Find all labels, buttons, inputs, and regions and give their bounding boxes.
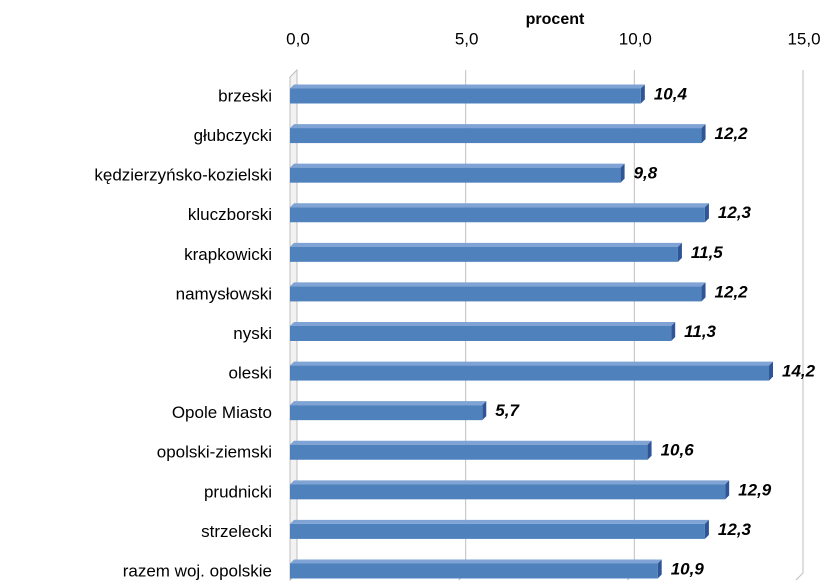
bar-top (290, 322, 676, 326)
bar-side (640, 84, 645, 104)
value-label: 12,2 (715, 124, 749, 143)
bar-side (647, 440, 652, 460)
bar-top (290, 401, 487, 406)
value-label: 14,2 (782, 362, 816, 381)
bar-side (677, 242, 682, 262)
y-tick-label: kluczborski (188, 205, 272, 224)
bar-top (290, 242, 682, 247)
bar (290, 88, 641, 104)
bar (290, 365, 770, 381)
bar-top (290, 84, 645, 89)
bar-side (769, 361, 774, 381)
bar (290, 563, 658, 579)
value-label: 5,7 (495, 401, 520, 420)
x-tick-label: 10,0 (619, 29, 652, 48)
value-label: 10,4 (654, 84, 688, 103)
bar-side (704, 519, 709, 539)
value-label: 10,9 (671, 559, 705, 578)
axis-title: procent (526, 11, 585, 28)
value-label: 11,3 (684, 322, 716, 341)
y-tick-label: Opole Miasto (172, 403, 272, 422)
bar-top (290, 440, 652, 445)
bar-side (482, 401, 487, 421)
y-tick-label: strzelecki (201, 522, 272, 541)
bar (290, 207, 705, 223)
y-tick-label: namysłowski (176, 284, 272, 303)
value-label: 12,3 (718, 520, 752, 539)
bar (290, 484, 726, 500)
bar-top (290, 124, 706, 129)
bar-top (290, 480, 730, 485)
x-tick-label: 5,0 (455, 29, 479, 48)
bar (290, 286, 702, 302)
bar-side (701, 282, 706, 302)
x-tick-label: 15,0 (787, 29, 820, 48)
bar-side (620, 163, 625, 183)
y-tick-label: prudnicki (204, 482, 272, 501)
value-label: 12,3 (718, 203, 752, 222)
bar-side (701, 124, 706, 144)
bar (290, 523, 705, 539)
bar-top (290, 282, 706, 287)
y-tick-label: nyski (233, 324, 272, 343)
y-tick-label: brzeski (218, 86, 272, 105)
bar-top (290, 361, 774, 366)
y-tick-label: oleski (229, 364, 272, 383)
value-label: 10,6 (661, 441, 695, 460)
y-tick-label: kędzierzyńsko-kozielski (94, 166, 272, 185)
y-tick-label: krapkowicki (184, 245, 272, 264)
value-label: 9,8 (634, 164, 658, 183)
bar (290, 246, 678, 262)
y-tick-label: głubczycki (194, 126, 272, 145)
bar-top (290, 519, 709, 524)
bar (290, 405, 483, 421)
bar (290, 167, 621, 183)
bar-top (290, 203, 709, 208)
bar-top (290, 559, 662, 564)
y-tick-label: opolski-ziemski (157, 443, 272, 462)
y-tick-label: razem woj. opolskie (123, 561, 272, 580)
bar-side (725, 480, 730, 500)
value-label: 12,9 (738, 480, 772, 499)
x-tick-label: 0,0 (286, 29, 310, 48)
bar-top (290, 163, 625, 168)
bar-side (704, 203, 709, 223)
bar (290, 128, 702, 144)
bar (290, 326, 672, 341)
value-label: 12,2 (715, 282, 749, 301)
value-label: 11,5 (691, 243, 723, 262)
bar-side (671, 322, 676, 341)
tick-mark (795, 572, 804, 581)
bar (290, 444, 648, 460)
bar-side (657, 559, 662, 579)
